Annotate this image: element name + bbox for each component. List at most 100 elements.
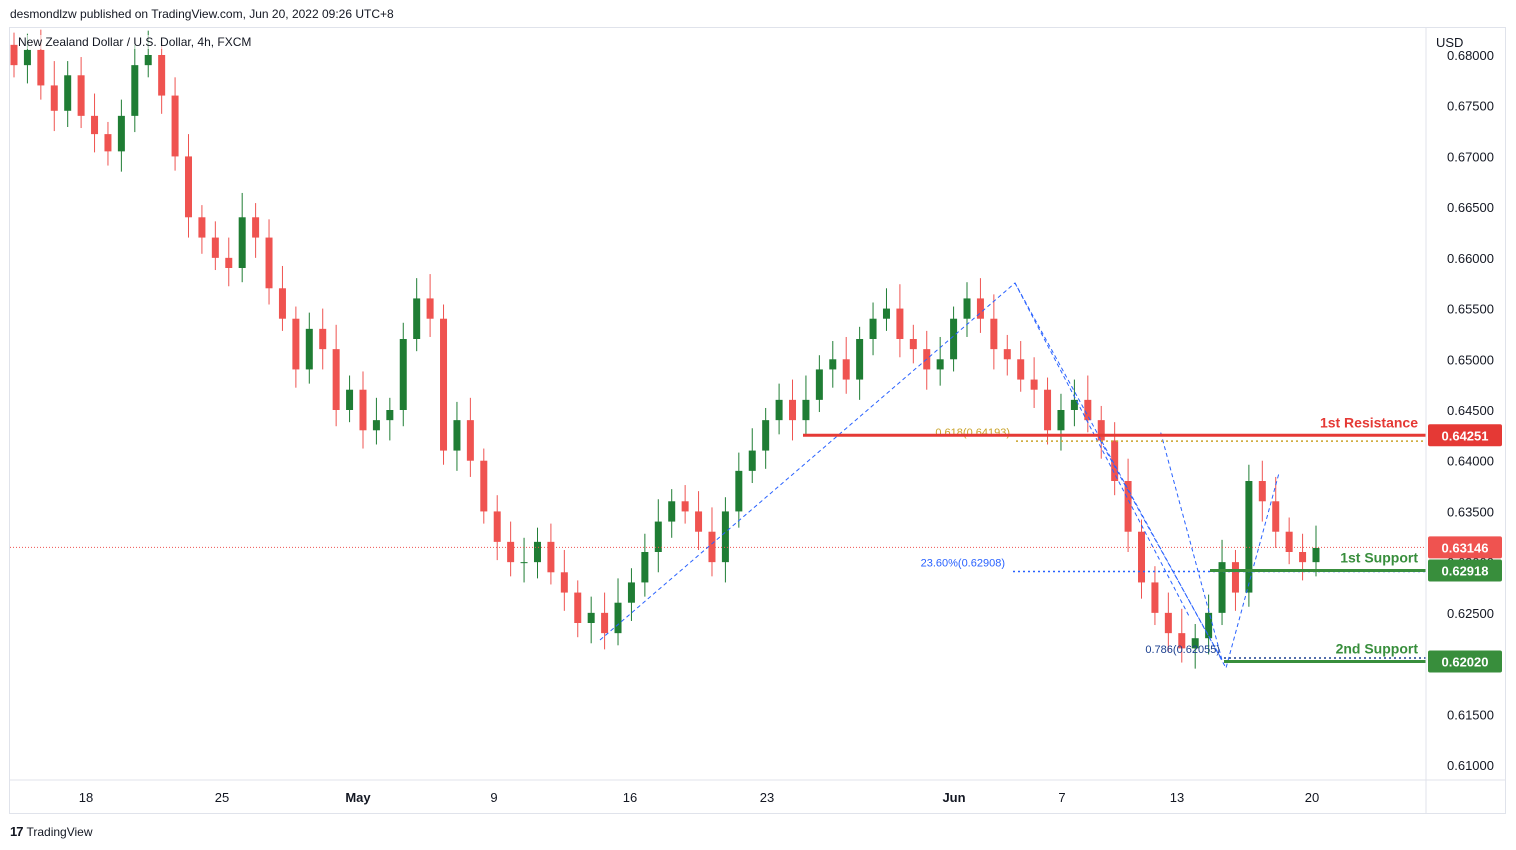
badge-value: 0.64251 — [1442, 428, 1489, 443]
candle-body — [1138, 531, 1146, 583]
candle-body — [695, 511, 703, 532]
candle-body — [1044, 389, 1052, 431]
y-tick-label: 0.61000 — [1447, 758, 1494, 773]
candle-body — [278, 288, 286, 319]
y-tick-label: 0.67500 — [1447, 99, 1494, 114]
x-tick-label: 23 — [760, 790, 774, 805]
badge-bg — [1428, 536, 1502, 559]
candle-body — [1245, 481, 1253, 593]
candle-body — [466, 420, 474, 461]
candle-body — [668, 501, 676, 522]
y-tick-label: 0.61500 — [1447, 707, 1494, 722]
fib-swing-line — [1014, 282, 1191, 619]
candle-body — [305, 328, 313, 370]
candle-body — [346, 389, 354, 410]
y-tick-label: 0.66000 — [1447, 251, 1494, 266]
candle-body — [23, 49, 31, 66]
candle-body — [681, 501, 689, 512]
candle-body — [614, 602, 622, 634]
candle-body — [493, 511, 501, 542]
candle-body — [856, 339, 864, 380]
y-tick-label: 0.68000 — [1447, 48, 1494, 63]
candle-body — [292, 318, 300, 370]
candle-body — [144, 55, 152, 66]
currency-label: USD — [1436, 35, 1463, 50]
candle-body — [654, 521, 662, 552]
y-tick-label: 0.63500 — [1447, 504, 1494, 519]
candle-body — [829, 359, 837, 370]
x-tick-label: May — [345, 790, 371, 805]
candle-body — [641, 552, 649, 583]
candle-body — [1164, 612, 1172, 634]
candle-body — [842, 359, 850, 380]
candle-body — [520, 562, 528, 564]
x-tick-label: 13 — [1170, 790, 1184, 805]
candle-body — [480, 460, 488, 512]
x-tick-label: Jun — [942, 790, 965, 805]
badge-value: 0.62020 — [1442, 655, 1489, 670]
level-price-badge: 0.64251 — [1428, 424, 1502, 447]
candle-body — [1285, 531, 1293, 552]
candle-body — [560, 572, 568, 593]
level-price-badge: 0.62918 — [1428, 559, 1502, 582]
candle-body — [1299, 552, 1307, 563]
x-tick-label: 25 — [215, 790, 229, 805]
candle-body — [359, 389, 367, 431]
candle-body — [950, 318, 958, 360]
y-tick-label: 0.66500 — [1447, 200, 1494, 215]
candle-body — [896, 308, 904, 339]
candle-body — [453, 420, 461, 451]
level-label: 1st Resistance — [1320, 414, 1418, 430]
tradingview-logo-icon: 17 — [10, 824, 24, 839]
candle-body — [386, 410, 394, 421]
candle-body — [789, 399, 797, 421]
badge-bg — [1428, 650, 1502, 673]
candle-body — [37, 49, 45, 86]
badge-bg — [1428, 559, 1502, 582]
candle-body — [1084, 399, 1092, 421]
candle-body — [1258, 481, 1266, 502]
level-label: 2nd Support — [1336, 641, 1419, 657]
candle-body — [372, 420, 380, 431]
y-tick-label: 0.67000 — [1447, 149, 1494, 164]
candle-body — [1097, 420, 1105, 441]
candle-body — [77, 75, 85, 116]
footer-brand-label: TradingView — [26, 824, 93, 839]
candle-body — [1151, 582, 1159, 613]
footer-brand[interactable]: 17 TradingView — [10, 824, 93, 839]
fib-swing-line — [599, 282, 1280, 670]
candle-body — [252, 217, 260, 238]
candle-body — [91, 115, 99, 135]
candle-body — [1124, 481, 1132, 532]
candle-body — [64, 75, 72, 111]
candle-body — [426, 298, 434, 319]
publisher-line: desmondlzw published on TradingView.com,… — [10, 7, 394, 21]
candle-body — [882, 308, 890, 319]
fib-level-label: 0.618(0.64193) — [935, 427, 1010, 439]
fib-level-label: 0.786(0.62055) — [1145, 644, 1220, 656]
candle-body — [936, 359, 944, 370]
badge-value: 0.63146 — [1442, 540, 1489, 555]
candle-body — [601, 612, 609, 634]
candle-body — [117, 115, 125, 152]
candle-body — [1178, 633, 1186, 649]
candle-body — [1017, 359, 1025, 380]
y-tick-label: 0.64500 — [1447, 403, 1494, 418]
candle-body — [802, 399, 810, 421]
candle-body — [721, 511, 729, 563]
candle-body — [440, 318, 448, 451]
candle-body — [963, 298, 971, 319]
candle-body — [332, 349, 340, 410]
candle-body — [976, 298, 984, 319]
candle-body — [574, 592, 582, 623]
candle-body — [211, 237, 219, 258]
candle-body — [990, 318, 998, 350]
candle-body — [131, 65, 139, 116]
x-tick-label: 20 — [1305, 790, 1319, 805]
y-tick-label: 0.62500 — [1447, 606, 1494, 621]
y-tick-label: 0.65000 — [1447, 352, 1494, 367]
y-tick-label: 0.64000 — [1447, 454, 1494, 469]
candle-body — [1057, 410, 1065, 431]
